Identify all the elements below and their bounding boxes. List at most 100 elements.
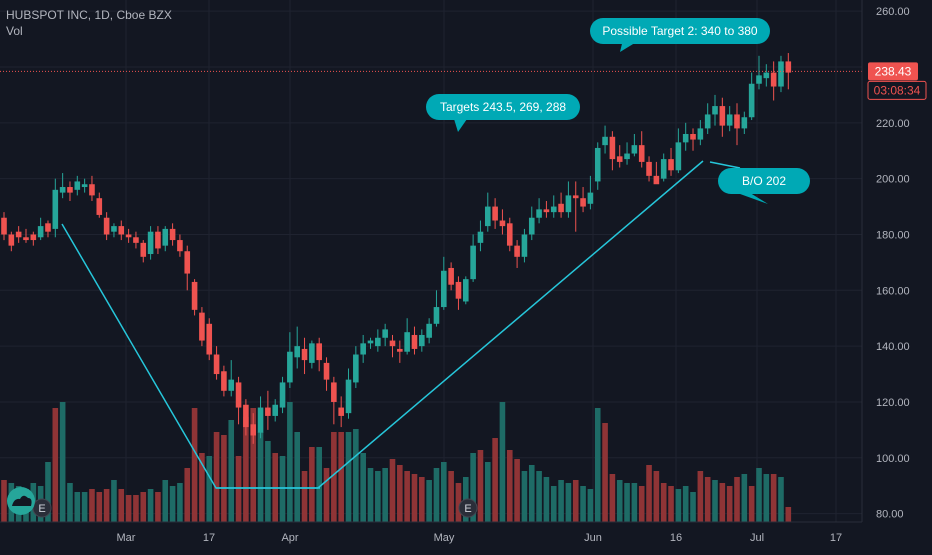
volume-bar xyxy=(96,492,103,522)
candle-body xyxy=(67,187,73,193)
volume-indicator-label[interactable]: Vol xyxy=(6,24,23,38)
last-price-tag xyxy=(868,62,918,81)
candle-body xyxy=(712,106,718,115)
candle-body xyxy=(37,226,44,238)
volume-bar xyxy=(411,474,418,522)
candle-body xyxy=(580,198,586,207)
candle-body xyxy=(470,245,476,280)
candle-body xyxy=(455,281,462,299)
candle-body xyxy=(15,231,22,238)
symbol-title[interactable]: HUBSPOT INC, 1D, Cboe BZX xyxy=(6,8,172,22)
candle-body xyxy=(770,72,777,87)
volume-bar xyxy=(528,465,535,522)
volume-bar xyxy=(558,480,564,522)
annotation-target-2[interactable]: Possible Target 2: 340 to 380 xyxy=(590,18,770,52)
volume-bar xyxy=(653,471,660,522)
annotation-breakout[interactable]: B/O 202 xyxy=(718,168,810,204)
candle-body xyxy=(345,379,352,414)
volume-bars xyxy=(1,402,792,522)
price-tick-label: 120.00 xyxy=(876,397,910,409)
candle-body xyxy=(550,206,557,213)
candle-body xyxy=(426,323,432,338)
volume-bar xyxy=(228,420,235,522)
volume-bar xyxy=(580,486,586,522)
volume-bar xyxy=(433,468,440,522)
volume-bar xyxy=(441,462,447,522)
volume-bar xyxy=(785,507,792,522)
candle-body xyxy=(756,75,762,84)
volume-bar xyxy=(594,408,601,522)
time-tick-label: Jun xyxy=(584,532,602,544)
candle-body xyxy=(125,234,132,238)
volume-bar xyxy=(206,456,213,522)
volume-bar xyxy=(331,432,337,522)
candle-body xyxy=(89,184,95,196)
volume-bar xyxy=(748,486,755,522)
volume-bar xyxy=(353,429,359,522)
volume-bar xyxy=(1,480,7,522)
price-tick-label: 80.00 xyxy=(876,509,904,521)
price-axis: 260.00240.00220.00200.00180.00160.00140.… xyxy=(0,0,927,544)
candle-body xyxy=(433,307,440,324)
candle-body xyxy=(558,203,564,213)
candle-body xyxy=(199,312,205,341)
volume-bar xyxy=(301,471,308,522)
candle-body xyxy=(147,231,154,255)
volume-bar xyxy=(477,450,484,522)
volume-bar xyxy=(602,423,608,522)
volume-bar xyxy=(250,408,257,522)
volume-bar xyxy=(59,402,66,522)
earnings-marker-label: E xyxy=(38,503,45,515)
volume-bar xyxy=(367,468,374,522)
callout-text: Targets 243.5, 269, 288 xyxy=(440,100,566,114)
candle-body xyxy=(660,159,667,179)
candle-body xyxy=(726,114,733,126)
candle-body xyxy=(1,217,7,235)
candle-body xyxy=(45,223,51,232)
volume-bar xyxy=(726,486,733,522)
candle-body xyxy=(389,340,396,347)
candle-body xyxy=(279,382,286,408)
volume-bar xyxy=(133,495,139,522)
volume-bar xyxy=(397,465,403,522)
candle-body xyxy=(169,228,176,241)
candle-body xyxy=(294,346,300,358)
annotation-targets[interactable]: Targets 243.5, 269, 288 xyxy=(426,94,580,132)
candle-body xyxy=(221,371,227,391)
volume-bar xyxy=(514,459,520,522)
candle-body xyxy=(8,234,15,246)
volume-bar xyxy=(155,492,161,522)
earnings-marker-circle xyxy=(458,498,478,518)
candle-body xyxy=(536,209,542,218)
volume-bar xyxy=(624,483,630,522)
cloud-logo-button[interactable] xyxy=(7,487,35,515)
volume-bar xyxy=(704,477,711,522)
candle-body xyxy=(272,404,279,416)
candle-body xyxy=(52,189,59,229)
candle-body xyxy=(602,136,608,146)
volume-bar xyxy=(499,402,506,522)
candle-body xyxy=(360,343,366,355)
candle-body xyxy=(565,195,572,213)
candle-body xyxy=(338,407,344,416)
candle-body xyxy=(704,114,711,129)
earnings-marker[interactable]: E xyxy=(458,498,478,518)
volume-bar xyxy=(631,483,638,522)
volume-bar xyxy=(536,471,542,522)
earnings-marker[interactable]: E xyxy=(32,498,52,518)
annotations[interactable]: Possible Target 2: 340 to 380 Targets 243… xyxy=(0,18,862,518)
callout-bubble xyxy=(426,94,580,120)
candle-body xyxy=(323,362,330,380)
candle-body xyxy=(59,187,66,193)
callout-text: B/O 202 xyxy=(742,174,786,188)
candle-body xyxy=(609,136,616,160)
grid xyxy=(0,0,862,522)
trendline-rise xyxy=(317,160,704,489)
time-tick-label: May xyxy=(434,532,455,544)
price-tick-label: 140.00 xyxy=(876,341,910,353)
callout-tail xyxy=(734,192,768,204)
callout-bubble xyxy=(590,18,770,44)
volume-bar xyxy=(389,459,396,522)
